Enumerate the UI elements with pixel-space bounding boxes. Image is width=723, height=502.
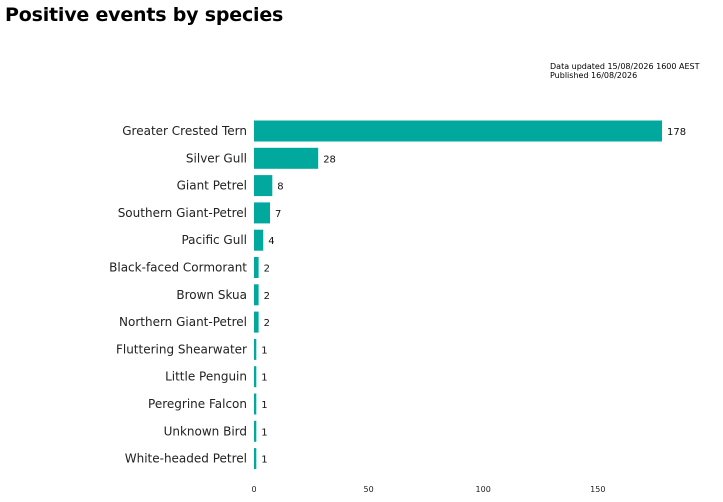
value-label: 2 xyxy=(264,291,270,302)
value-label: 2 xyxy=(264,264,270,275)
data-update-info: Data updated 15/08/2026 1600 AEST Publis… xyxy=(550,62,700,80)
category-label: Peregrine Falcon xyxy=(148,397,247,411)
x-tick-label: 0 xyxy=(251,485,256,494)
bar-pacific-gull xyxy=(254,229,264,251)
value-label: 1 xyxy=(261,345,267,356)
published-text: Published 16/08/2026 xyxy=(550,71,638,80)
category-label: Greater Crested Tern xyxy=(122,124,247,138)
category-label: Silver Gull xyxy=(186,151,247,165)
value-label: 1 xyxy=(261,455,267,466)
bar-little-penguin xyxy=(254,366,257,388)
x-tick-label: 150 xyxy=(590,485,605,494)
bar-northern-giant-petrel xyxy=(254,311,259,333)
value-label: 2 xyxy=(264,318,270,329)
category-label: Giant Petrel xyxy=(177,179,247,193)
x-axis-ticks: 0 50 100 150 xyxy=(251,485,605,494)
category-label: Northern Giant-Petrel xyxy=(119,315,247,329)
category-label: Pacific Gull xyxy=(181,233,247,247)
category-label: Brown Skua xyxy=(176,288,247,302)
category-label: Unknown Bird xyxy=(164,424,247,438)
category-label: Southern Giant-Petrel xyxy=(118,206,247,220)
x-tick-label: 50 xyxy=(364,485,374,494)
value-label: 7 xyxy=(275,209,281,220)
value-label: 8 xyxy=(277,182,283,193)
bar-silver-gull xyxy=(254,147,319,169)
bar-white-headed-petrel xyxy=(254,448,257,470)
x-tick-label: 100 xyxy=(476,485,491,494)
bar-unknown-bird xyxy=(254,420,257,442)
bar-black-faced-cormorant xyxy=(254,257,259,278)
value-label: 178 xyxy=(667,127,686,138)
bar-brown-skua xyxy=(254,284,259,306)
category-label: Little Penguin xyxy=(165,370,247,384)
bar-greater-crested-tern xyxy=(254,120,662,142)
bars-layer xyxy=(254,120,662,470)
value-label: 1 xyxy=(261,373,267,384)
bar-giant-petrel xyxy=(254,175,273,197)
data-updated-text: Data updated 15/08/2026 1600 AEST xyxy=(550,62,700,71)
value-label: 1 xyxy=(261,400,267,411)
value-label: 4 xyxy=(268,236,274,247)
value-label: 1 xyxy=(261,427,267,438)
value-label: 28 xyxy=(323,154,336,165)
category-label: White-headed Petrel xyxy=(125,452,247,466)
bar-fluttering-shearwater xyxy=(254,338,257,360)
page-title: Positive events by species xyxy=(5,4,284,26)
category-label: Fluttering Shearwater xyxy=(116,342,247,356)
category-label: Black-faced Cormorant xyxy=(109,261,247,275)
bar-peregrine-falcon xyxy=(254,393,257,415)
bar-southern-giant-petrel xyxy=(254,202,270,224)
